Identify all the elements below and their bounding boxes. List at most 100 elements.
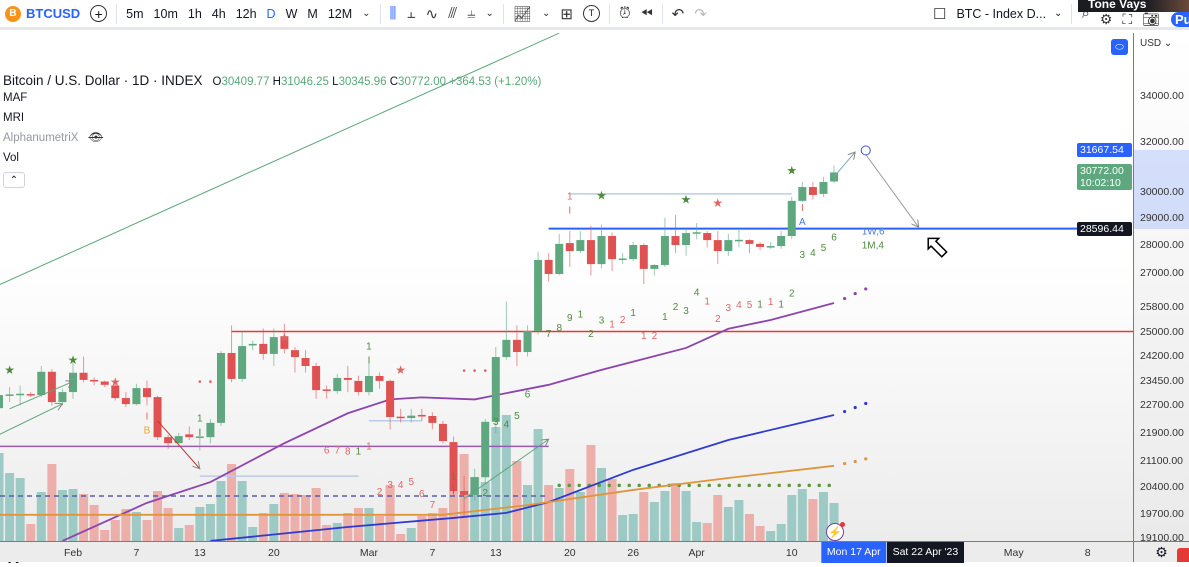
- currency-selector[interactable]: USD ⌄: [1140, 38, 1173, 49]
- volume-bar: [829, 503, 839, 541]
- auto-scale-button[interactable]: ⬭: [1111, 39, 1128, 55]
- moving-average-projection-dot: [843, 296, 847, 301]
- chart-settings-button[interactable]: ⚙: [1133, 541, 1189, 562]
- interval-M[interactable]: M: [307, 6, 318, 21]
- indicator-vol[interactable]: Vol: [3, 148, 541, 168]
- symbol-title[interactable]: Bitcoin / U.S. Dollar · 1D · INDEX: [3, 73, 203, 88]
- search-button[interactable]: ⌕: [1076, 0, 1094, 29]
- candle-body: [206, 422, 215, 438]
- candle-body: [470, 477, 479, 495]
- candle-body: [375, 376, 384, 381]
- moving-average-projection-dot: [853, 459, 857, 464]
- indicator-maf[interactable]: MAF: [3, 88, 541, 108]
- chart-pane[interactable]: 7 8 9 1 2 3 1 2 1 1 2 1 2 3 4 1 2 3 4 5 1 1 1 2 3 4 5 6 1 I I A 1W,6 1M,4…: [0, 33, 1133, 567]
- settings-button[interactable]: ⚙: [1095, 12, 1118, 27]
- multi-chart-checkbox[interactable]: ☐: [928, 0, 951, 29]
- bars-button[interactable]: ⫠: [401, 0, 420, 29]
- chart-annotation: ★: [681, 192, 692, 206]
- intervals-dropdown[interactable]: ⌄: [357, 0, 375, 29]
- low-value: 30345.96: [338, 76, 387, 88]
- undo-button[interactable]: ↶: [667, 0, 690, 29]
- candle-body: [164, 437, 173, 444]
- candle-body: [79, 372, 88, 380]
- moving-average-line: [210, 414, 835, 541]
- chart-annotation: •: [483, 366, 487, 377]
- line-button[interactable]: ∿: [421, 0, 444, 29]
- interval-D[interactable]: D: [266, 6, 276, 21]
- publish-button[interactable]: Pu: [1171, 12, 1189, 27]
- moving-average-projection-dot: [843, 462, 847, 466]
- interval-12h[interactable]: 12h: [235, 6, 257, 21]
- interval-W[interactable]: W: [285, 6, 298, 21]
- candle-body: [142, 388, 151, 398]
- eye-slash-icon[interactable]: 👁︎: [88, 132, 104, 144]
- bar-countdown: 10:02:10: [1080, 176, 1121, 189]
- layout-button[interactable]: ⊞: [555, 0, 578, 29]
- fullscreen-button[interactable]: ⛶: [1117, 12, 1137, 27]
- symbol-search[interactable]: B BTCUSD: [0, 0, 85, 29]
- chart-annotation: 5: [747, 300, 753, 311]
- volume-bar: [427, 513, 437, 541]
- chart-annotation: ★: [110, 375, 121, 389]
- time-axis[interactable]: Feb 7 13 20 Mar 7 13 20 26 Apr 10 May 8 Mon 17 Apr Sat…: [0, 541, 1133, 563]
- hollow-candles-button[interactable]: ⫻: [443, 0, 462, 29]
- text-tool-button[interactable]: T: [578, 0, 605, 29]
- chart-annotation: ★: [68, 353, 79, 367]
- chart-annotation: 2: [673, 302, 679, 313]
- snapshot-button[interactable]: 📷︎: [1137, 12, 1165, 27]
- chart-annotation: 1: [366, 341, 372, 352]
- chart-annotation: 3: [683, 306, 689, 317]
- price-axis[interactable]: USD ⌄ 34000.00 32000.00 30000.00 29000.00 28…: [1077, 33, 1189, 544]
- high-value: 31046.25: [280, 76, 329, 88]
- layout-name-dropdown[interactable]: BTC - Index D... ⌄: [951, 0, 1067, 29]
- volume-bar: [121, 509, 131, 541]
- candle-body: [438, 423, 447, 442]
- volume-bar: [26, 524, 36, 541]
- price-tick: 27000.00: [1140, 266, 1184, 279]
- candle-body: [280, 337, 289, 349]
- candle-body: [343, 377, 352, 380]
- candle-body: [819, 181, 828, 194]
- indicators-dropdown[interactable]: ⌄: [537, 0, 555, 29]
- indicators-button[interactable]: 📈︎: [508, 0, 537, 29]
- change-value: +364.53 (+1.20%): [449, 76, 542, 88]
- candle-body: [724, 240, 733, 252]
- interval-5m[interactable]: 5m: [126, 6, 144, 21]
- volume-bar: [533, 429, 543, 541]
- time-crosshair-tag: Sat 22 Apr '23: [886, 542, 965, 563]
- top-toolbar: B BTCUSD + 5m 10m 1h 4h 12h D W M 12M ⌄ ⫼ ⫠ ∿ ⫻ …: [0, 0, 1189, 30]
- redo-icon: ↷: [694, 5, 707, 23]
- candles-button[interactable]: ⫼: [385, 0, 402, 29]
- indicator-alphanumetrix[interactable]: AlphanumetriX 👁︎: [3, 128, 541, 148]
- heikin-ashi-button[interactable]: ⫨: [462, 0, 480, 29]
- interval-10m[interactable]: 10m: [153, 6, 178, 21]
- compare-symbol-button[interactable]: +: [85, 0, 112, 29]
- chart-type-dropdown[interactable]: ⌄: [481, 0, 499, 29]
- interval-1h[interactable]: 1h: [187, 6, 202, 21]
- candle-body: [787, 200, 796, 237]
- volume-bar: [89, 505, 99, 541]
- candle-body: [0, 395, 4, 409]
- overlay-badge: [1177, 548, 1189, 562]
- collapse-legend-button[interactable]: ⌃: [3, 172, 25, 188]
- candle-body: [481, 421, 490, 478]
- alert-button[interactable]: ⏰︎: [614, 0, 636, 29]
- divider: [116, 3, 118, 24]
- volume-bar: [480, 482, 490, 541]
- redo-button[interactable]: ↷: [689, 0, 712, 29]
- indicators-icon: 📈︎: [512, 5, 532, 23]
- volume-bar: [787, 495, 797, 541]
- candle-body: [830, 172, 839, 182]
- candle-body: [428, 415, 437, 423]
- indicator-mri[interactable]: MRI: [3, 108, 541, 128]
- webcam-overlay: Tone Vays: [1078, 0, 1189, 12]
- chart-annotation: ★: [279, 331, 290, 345]
- volume-bar: [512, 461, 522, 541]
- lightning-icon[interactable]: ⚡: [826, 522, 845, 541]
- chart-annotation: 4: [736, 300, 742, 311]
- replay-button[interactable]: ⏪︎: [636, 0, 658, 29]
- interval-4h[interactable]: 4h: [211, 6, 226, 21]
- price-tick: 22700.00: [1140, 399, 1184, 412]
- interval-12M[interactable]: 12M: [327, 6, 353, 21]
